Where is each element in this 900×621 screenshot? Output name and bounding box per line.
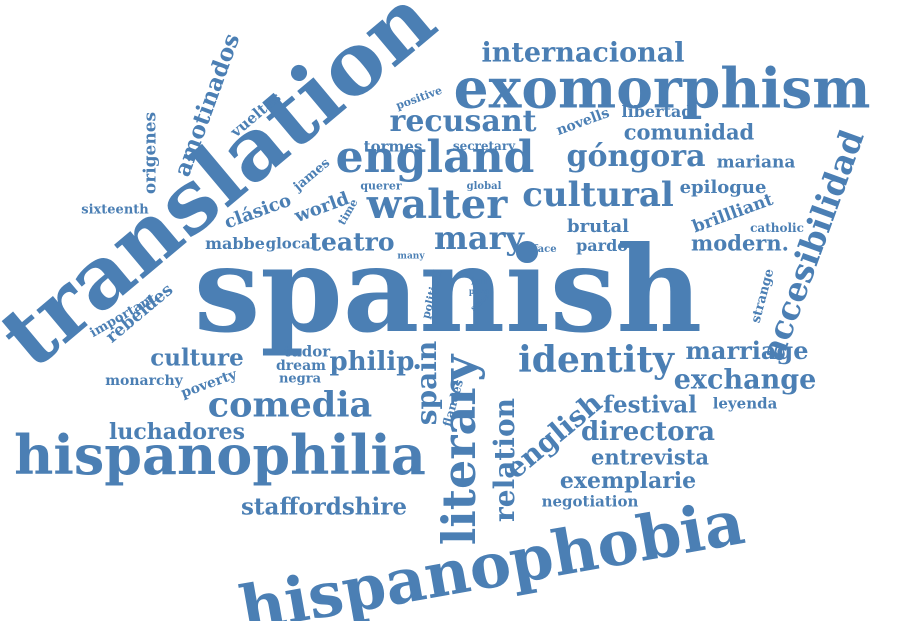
word-modern: modern. bbox=[691, 230, 789, 256]
word-global: global bbox=[466, 181, 502, 192]
word-negra: negra bbox=[278, 371, 322, 387]
word-identity: identity bbox=[518, 339, 674, 381]
word-mariana: mariana bbox=[716, 152, 796, 173]
word-negotiation: negotiation bbox=[541, 492, 639, 511]
word-brutal: brutal bbox=[567, 216, 629, 237]
word-secretary: secretary bbox=[452, 139, 516, 153]
word-catholic: catholic bbox=[750, 221, 804, 235]
word-recusant: recusant bbox=[389, 104, 537, 139]
word-origenes: origenes bbox=[140, 111, 161, 195]
word-mary: mary bbox=[433, 219, 525, 257]
word-tormes: tormes bbox=[363, 137, 423, 156]
word-spanish: spanish bbox=[193, 220, 703, 359]
word-querer: querer bbox=[360, 179, 402, 193]
word-exemplarie: exemplarie bbox=[559, 468, 697, 494]
word-exchange: exchange bbox=[673, 364, 817, 396]
word-lui: lui bbox=[470, 274, 488, 288]
word-festival: festival bbox=[603, 391, 697, 419]
word-many: many bbox=[397, 251, 425, 262]
word-marriage: marriage bbox=[685, 336, 809, 365]
word-hispanophilia: hispanophilia bbox=[14, 423, 426, 487]
word-glocal: glocal bbox=[265, 234, 317, 253]
word-philip: philip bbox=[329, 347, 415, 377]
word-comunidad: comunidad bbox=[623, 119, 755, 145]
word-tudor: tudor bbox=[283, 342, 331, 361]
word-dream: dream bbox=[276, 358, 326, 374]
word-luchadores: luchadores bbox=[108, 419, 246, 445]
word-libertad: libertad bbox=[621, 102, 693, 121]
word-staffordshire: staffordshire bbox=[240, 493, 408, 521]
word-cultural: cultural bbox=[522, 175, 674, 215]
word-directora: directora bbox=[580, 417, 716, 447]
word-exomorphism: exomorphism bbox=[453, 55, 871, 121]
word-comedia: comedia bbox=[207, 384, 373, 426]
word-pardo: pardo bbox=[576, 236, 628, 255]
word-para: para bbox=[468, 286, 490, 296]
word-face: face bbox=[533, 244, 557, 255]
word-walter: walter bbox=[366, 181, 508, 228]
word-sixteenth: sixteenth bbox=[81, 202, 149, 218]
word-mabbe: mabbe bbox=[205, 234, 265, 253]
word-culture: culture bbox=[150, 344, 244, 372]
word-teatro: teatro bbox=[309, 227, 395, 257]
word-england: england bbox=[335, 132, 535, 183]
word-entrevista: entrevista bbox=[590, 444, 710, 470]
word-monarchy: monarchy bbox=[105, 373, 183, 389]
word-epilogue: epilogue bbox=[679, 177, 767, 198]
word-internacional: internacional bbox=[481, 37, 685, 69]
word-leyenda: leyenda bbox=[712, 394, 778, 413]
word-spain: spain bbox=[410, 340, 443, 426]
word-gongora: góngora bbox=[566, 139, 706, 174]
